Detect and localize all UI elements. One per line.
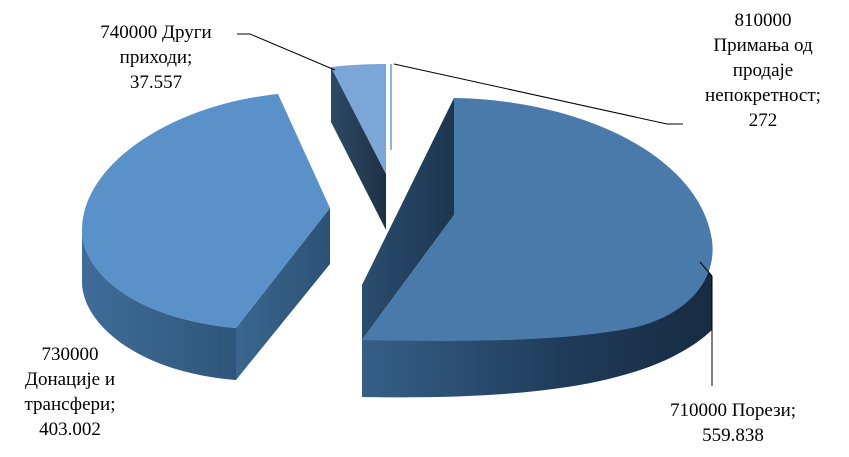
data-label-other-income-line-1: 740000 Други	[100, 22, 212, 43]
data-label-property-sales-line-4: непокретност;	[705, 85, 821, 106]
data-label-other-income: 740000 Други приходи; 37.557	[66, 20, 246, 95]
slice-donations-cut-wall	[236, 208, 330, 380]
data-label-other-income-line-3: 37.557	[129, 72, 183, 93]
data-label-donations-line-2: Донације и	[24, 369, 116, 390]
slice-donations-side	[82, 230, 236, 380]
data-label-property-sales-line-5: 272	[748, 110, 778, 131]
leader-line-property-sales	[393, 63, 683, 125]
slice-donations	[82, 94, 330, 380]
data-label-donations-line-1: 730000	[41, 344, 99, 365]
data-label-donations: 730000 Донације и трансфери; 403.002	[0, 342, 140, 442]
data-label-taxes: 710000 Порези; 559.838	[628, 398, 838, 448]
slice-other-income-side	[331, 67, 386, 230]
data-label-property-sales: 810000 Примања од продаје непокретност; …	[678, 8, 848, 133]
slice-taxes-cut-wall	[362, 98, 454, 340]
slice-taxes-side	[362, 262, 712, 398]
slice-donations-top	[82, 94, 330, 328]
slice-other-income	[331, 64, 386, 230]
slice-taxes	[362, 98, 713, 398]
slice-taxes-top	[362, 98, 713, 341]
data-label-taxes-line-1: 710000 Порези;	[669, 400, 797, 421]
data-label-donations-line-4: 403.002	[39, 419, 101, 440]
leader-line-other-income	[237, 33, 336, 71]
data-label-property-sales-line-1: 810000	[734, 10, 792, 31]
slice-property-sales	[390, 64, 392, 150]
data-label-donations-line-3: трансфери;	[24, 394, 116, 415]
leader-line-taxes	[699, 261, 713, 386]
data-label-property-sales-line-2: Примања од	[713, 35, 813, 56]
data-label-property-sales-line-3: продаје	[732, 60, 794, 81]
data-label-other-income-line-2: приходи;	[119, 47, 193, 68]
slice-other-income-top	[331, 64, 386, 174]
data-label-taxes-line-2: 559.838	[702, 425, 764, 446]
